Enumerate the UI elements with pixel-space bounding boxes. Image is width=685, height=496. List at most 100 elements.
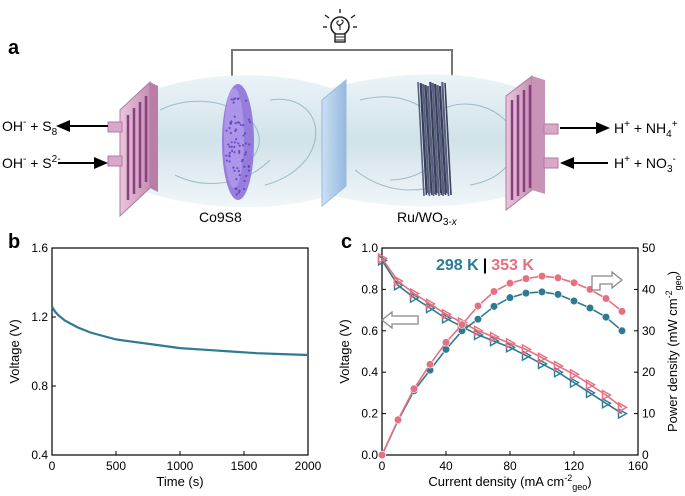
nanorod: [441, 81, 450, 197]
catalyst-particle: [244, 132, 247, 135]
catalyst-particle: [238, 144, 241, 147]
catalyst-particle: [228, 155, 231, 158]
cathode-end-plate: [505, 74, 559, 212]
catalyst-particle: [247, 165, 251, 169]
catalyst-particle: [238, 189, 241, 192]
y-tick-label: 0.4: [361, 365, 378, 379]
y2-tick-label: 50: [642, 241, 656, 255]
data-point: [473, 301, 483, 311]
data-point: [585, 387, 596, 399]
data-point: [617, 326, 627, 335]
nanorod: [417, 81, 425, 197]
y-tick-label: 1.2: [31, 310, 48, 324]
catalyst-particle: [243, 165, 246, 168]
plot-frame: [51, 247, 309, 456]
catalyst-particle: [233, 141, 237, 144]
catalyst-particle: [230, 145, 233, 148]
catalyst-particle: [237, 191, 240, 194]
right-in-equation: H+ + NO3-: [614, 154, 676, 175]
data-point: [505, 293, 515, 302]
x-tick-label: 2000: [295, 459, 322, 473]
panel-b: b 0 500 1000 1500 2000 0.4 0.8 1.2 1.6 Time (s) Vo…: [7, 231, 322, 489]
catalyst-particle: [247, 169, 251, 172]
catalyst-particle: [242, 134, 245, 137]
data-point: [377, 450, 387, 460]
catalyst-particle: [234, 138, 238, 141]
catalyst-particle: [234, 129, 237, 132]
nanorod: [425, 84, 433, 196]
nanorod: [444, 82, 452, 196]
data-point: [553, 290, 563, 299]
catalyst-particle: [234, 121, 237, 125]
y2-axis-label: Power density (mW cm-2geo): [664, 271, 683, 432]
data-point: [569, 376, 580, 389]
cathode-label: Ru/WO3-x: [397, 209, 458, 228]
catalyst-particle: [225, 154, 228, 157]
catalyst-particle: [248, 143, 251, 146]
data-point: [553, 366, 564, 378]
x-tick-label: 160: [628, 459, 648, 473]
x-axis-label: Current density (mA cm-2geo): [428, 473, 591, 492]
y-tick-label: 1.6: [31, 241, 48, 255]
nanorod: [434, 83, 443, 196]
y-tick-label: 1.0: [361, 241, 378, 255]
data-point: [617, 307, 627, 316]
x-tick-label: 0: [379, 459, 386, 473]
data-point: [393, 275, 404, 287]
catalyst-particle: [243, 179, 246, 183]
panel-b-label: b: [8, 231, 20, 253]
series-line: [381, 275, 623, 456]
catalyst-particle: [239, 123, 242, 126]
y-tick-label: 0.8: [361, 282, 378, 296]
catalyst-particle: [230, 141, 233, 144]
data-point: [441, 338, 451, 347]
y2-tick-label: 40: [642, 282, 656, 296]
data-point: [489, 302, 499, 311]
catalyst-particle: [235, 187, 238, 190]
data-point: [489, 331, 500, 343]
y-tick-label: 0.2: [361, 407, 378, 421]
left-axis-arrow-icon: [380, 310, 419, 330]
panel-c-label: c: [341, 231, 352, 253]
data-point: [425, 298, 436, 310]
right-out-equation: H+ + NH4+: [614, 119, 678, 140]
panel-a-label: a: [8, 37, 20, 59]
y2-tick-label: 30: [642, 324, 656, 338]
catalyst-particle: [238, 121, 241, 124]
data-point: [601, 313, 611, 322]
y2-tick-label: 10: [642, 407, 656, 421]
catalyst-particle: [227, 143, 230, 146]
data-point: [409, 384, 419, 393]
catalyst-particle: [230, 98, 233, 101]
x-axis-label: Time (s): [156, 474, 203, 489]
panel-c: c 0 40 80 120 160 0.0 0.2 0.4 0.6 0.8 1.0 0 10 20 30 40…: [337, 231, 683, 492]
catalyst-particle: [237, 170, 240, 173]
catalyst-particle: [233, 169, 236, 172]
catalyst-particle: [229, 121, 232, 124]
catalyst-particle: [229, 131, 232, 135]
catalyst-particle: [230, 149, 234, 152]
y-tick-label: 0.4: [31, 448, 48, 462]
data-point: [473, 325, 484, 337]
catalyst-particle: [244, 142, 247, 145]
catalyst-particle: [245, 174, 248, 178]
catalyst-particle: [242, 124, 245, 127]
legend: 298 K | 353 K: [436, 257, 534, 274]
data-point: [521, 274, 531, 283]
data-point: [601, 389, 612, 401]
nanorod: [432, 82, 440, 197]
catalyst-particle: [238, 150, 241, 153]
nanorod: [420, 82, 428, 194]
catalyst-particle: [232, 101, 235, 104]
catalyst-particle: [235, 193, 238, 196]
catalyst-particle: [243, 187, 246, 191]
series-line: [381, 259, 623, 415]
series-line: [381, 291, 623, 456]
y-tick-label: 0.0: [361, 448, 378, 462]
catalyst-particle: [228, 160, 231, 163]
data-point: [521, 289, 531, 298]
data-point: [505, 279, 515, 288]
catalyst-particle: [241, 144, 245, 147]
data-point: [569, 296, 579, 306]
